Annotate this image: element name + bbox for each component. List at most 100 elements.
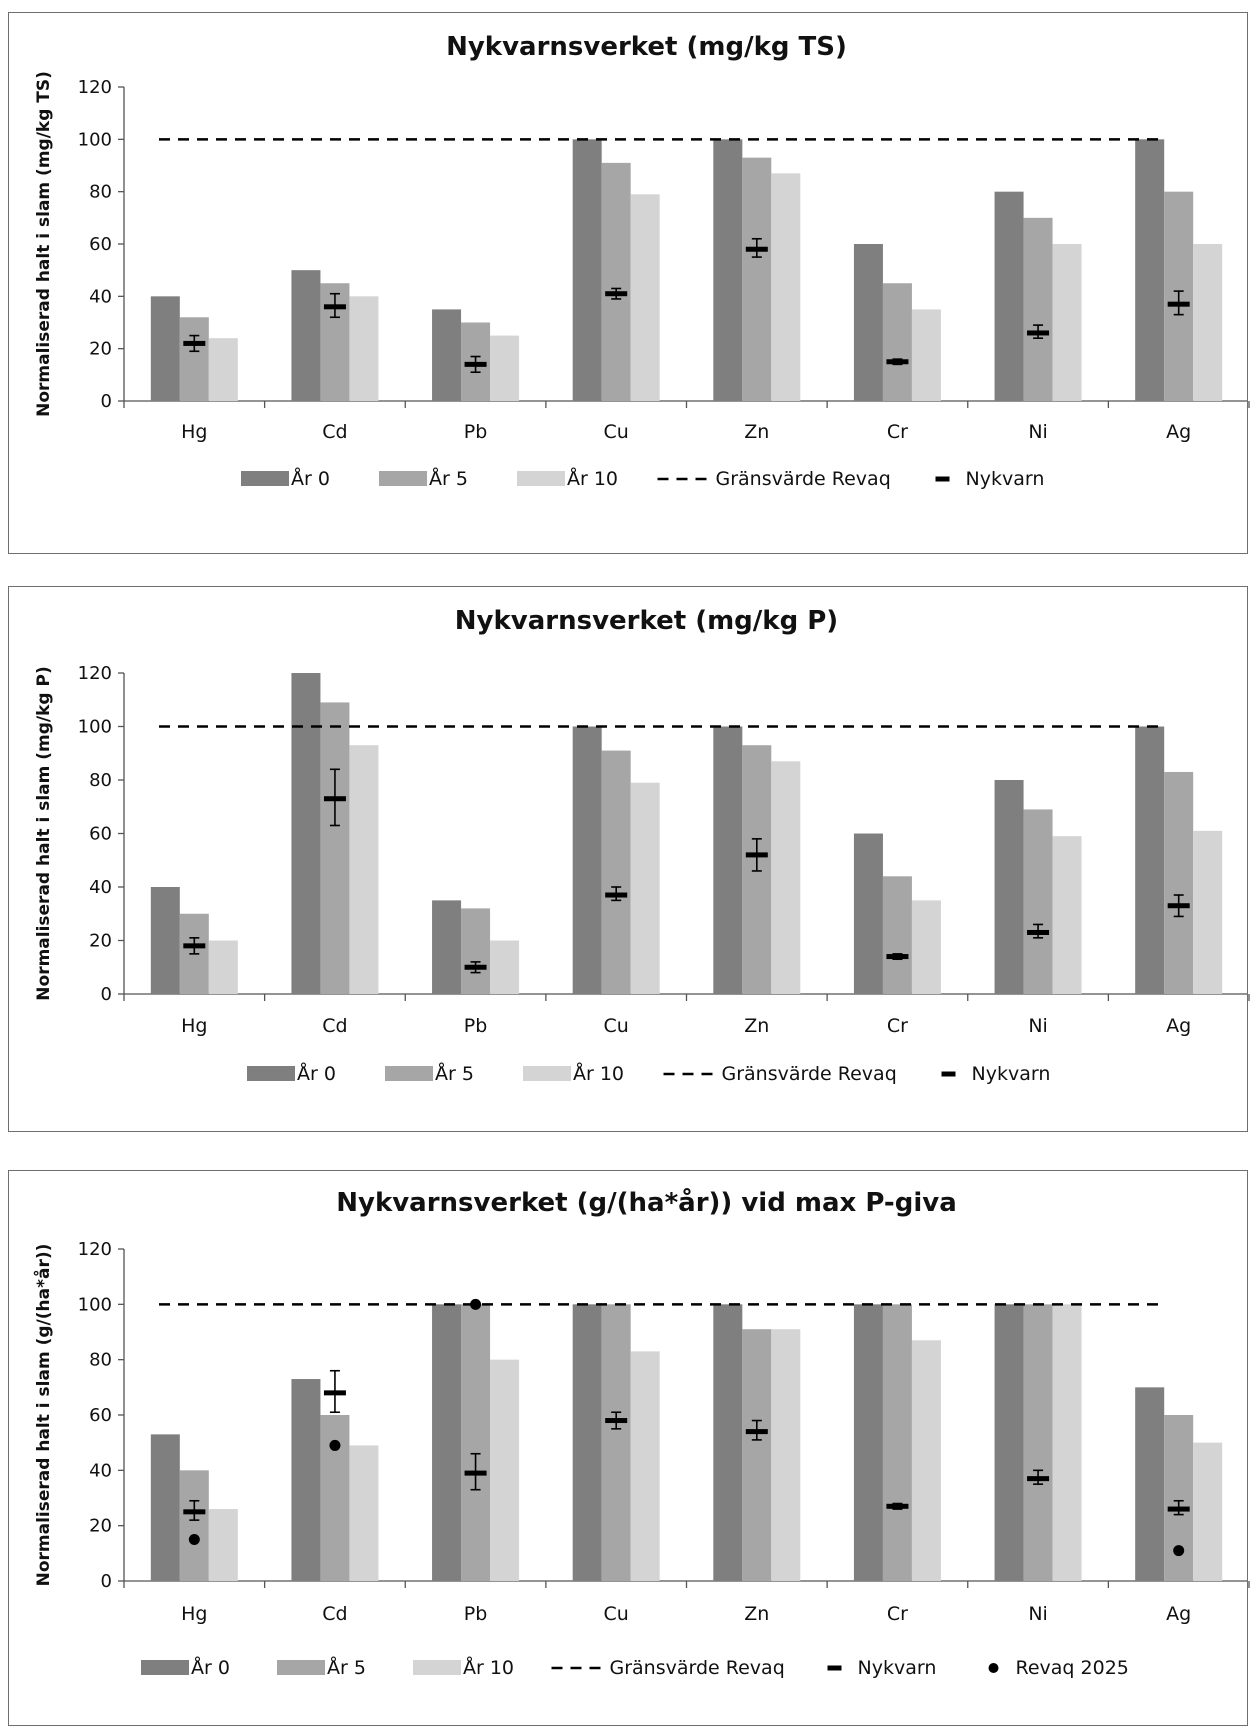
- bar-ar5-zn: [742, 157, 772, 401]
- bar-ar0-cd: [291, 1379, 321, 1581]
- bar-ar10-hg: [208, 338, 238, 401]
- x-category-label: Zn: [744, 421, 769, 443]
- bar-ar10-hg: [208, 1509, 238, 1581]
- x-category-label: Ni: [1028, 421, 1048, 443]
- bar-ar10-ni: [1052, 836, 1082, 994]
- bar-ar0-ni: [994, 780, 1024, 994]
- chart-ts: Nykvarnsverket (mg/kg TS) Normaliserad ha…: [34, 32, 1250, 490]
- legend-label-ar5: År 5: [327, 1656, 366, 1679]
- bar-ar0-cu: [572, 1304, 602, 1581]
- nykvarn-marker-cr: [886, 1503, 909, 1509]
- bar-ar5-cu: [601, 162, 631, 401]
- legend-swatch-ar0: [241, 471, 289, 486]
- bar-ar5-zn: [742, 1329, 772, 1581]
- x-category-label: Cr: [887, 1015, 908, 1037]
- legend-label-limit: Gränsvärde Revaq: [722, 1063, 897, 1085]
- bar-ar5-ni: [1023, 217, 1053, 401]
- bar-ar10-cu: [630, 1351, 660, 1581]
- nykvarn-marker-hg: [183, 1509, 206, 1515]
- bar-ar5-ag: [1164, 771, 1194, 994]
- y-tick-label: 120: [78, 663, 112, 684]
- y-tick-label: 40: [89, 877, 112, 898]
- legend-swatch-ar0: [141, 1660, 189, 1675]
- bar-ar10-pb: [490, 940, 520, 994]
- bar-ar10-cu: [630, 194, 660, 401]
- nykvarn-marker-cr: [886, 954, 909, 960]
- legend-label-ar5: År 5: [429, 467, 468, 490]
- revaq2025-marker-cd: [329, 1439, 341, 1451]
- nykvarn-marker-pb: [464, 964, 487, 970]
- bar-ar5-cd: [320, 1415, 350, 1581]
- x-category-label: Ag: [1166, 421, 1191, 443]
- bar-ar0-cd: [291, 270, 321, 401]
- y-tick-label: 60: [89, 824, 112, 845]
- y-tick-label: 40: [89, 286, 112, 307]
- legend-swatch-ar5: [379, 471, 427, 486]
- nykvarn-marker-cu: [605, 291, 628, 297]
- nykvarn-marker-ni: [1027, 1476, 1050, 1482]
- bar-ar0-cr: [853, 833, 883, 994]
- y-tick-label: 60: [89, 234, 112, 255]
- bar-ar5-cr: [882, 1304, 912, 1581]
- nykvarn-marker-hg: [183, 943, 206, 949]
- x-category-label: Cd: [322, 421, 347, 443]
- bar-ar5-cr: [882, 876, 912, 994]
- chart-ha: Nykvarnsverket (g/(ha*år)) vid max P-giv…: [32, 1186, 1250, 1679]
- bar-ar0-pb: [432, 1304, 462, 1581]
- legend-label-ar10: År 10: [573, 1062, 624, 1085]
- nykvarn-marker-zn: [745, 852, 768, 858]
- bar-ar5-cu: [601, 750, 631, 994]
- nykvarn-marker-ag: [1167, 903, 1190, 909]
- y-axis-label: Normaliserad halt i slam (mg/kg TS): [34, 71, 54, 417]
- bar-ar0-ag: [1135, 726, 1165, 994]
- y-tick-label: 100: [78, 1294, 112, 1315]
- nykvarn-marker-zn: [745, 246, 768, 252]
- x-category-label: Cu: [604, 421, 629, 443]
- y-tick-label: 80: [89, 182, 112, 203]
- x-category-label: Pb: [464, 421, 488, 443]
- nykvarn-marker-cu: [605, 1418, 628, 1424]
- legend-label-ar0: År 0: [297, 1062, 336, 1085]
- legend-label-revaq2025: Revaq 2025: [1016, 1657, 1129, 1679]
- legend-swatch-ar5: [385, 1066, 433, 1081]
- bar-ar0-hg: [150, 1434, 180, 1581]
- bar-ar10-ni: [1052, 1304, 1082, 1581]
- x-category-label: Ni: [1028, 1015, 1048, 1037]
- chart-p: Nykvarnsverket (mg/kg P) Normaliserad hal…: [34, 606, 1250, 1085]
- bar-ar10-cd: [349, 1445, 379, 1581]
- x-category-label: Cu: [604, 1603, 629, 1625]
- nykvarn-marker-zn: [745, 1429, 768, 1435]
- bar-ar0-ag: [1135, 139, 1165, 401]
- legend-swatch-revaq2025: [988, 1663, 999, 1673]
- bar-ar5-ni: [1023, 809, 1053, 994]
- nykvarn-marker-ni: [1027, 330, 1050, 336]
- y-axis-label: Normaliserad halt i slam (mg/kg P): [34, 666, 54, 1000]
- y-tick-label: 80: [89, 1350, 112, 1371]
- bar-ar10-cr: [911, 309, 941, 401]
- bar-ar5-pb: [461, 1304, 491, 1581]
- x-category-label: Zn: [744, 1603, 769, 1625]
- chart-panel-ts: Nykvarnsverket (mg/kg TS) Normaliserad ha…: [8, 12, 1250, 554]
- y-tick-label: 120: [78, 1239, 112, 1260]
- legend-label-limit: Gränsvärde Revaq: [610, 1657, 785, 1679]
- bar-ar10-cr: [911, 1340, 941, 1581]
- y-tick-label: 40: [89, 1460, 112, 1481]
- bar-ar0-zn: [713, 726, 743, 994]
- legend-swatch-nykvarn: [935, 476, 950, 482]
- bar-ar0-hg: [150, 296, 180, 401]
- chart-panel-p: Nykvarnsverket (mg/kg P) Normaliserad hal…: [8, 586, 1250, 1132]
- chart-title: Nykvarnsverket (g/(ha*år)) vid max P-giv…: [336, 1186, 957, 1218]
- bar-ar10-ag: [1193, 830, 1223, 994]
- bar-ar5-cu: [601, 1304, 631, 1581]
- bar-ar0-hg: [150, 887, 180, 994]
- bar-ar10-zn: [771, 173, 801, 401]
- legend-label-ar10: År 10: [463, 1656, 514, 1679]
- chart-title: Nykvarnsverket (mg/kg TS): [446, 32, 847, 62]
- y-tick-label: 0: [101, 391, 112, 412]
- bar-ar10-ag: [1193, 1442, 1223, 1581]
- legend-swatch-nykvarn: [941, 1071, 956, 1077]
- bar-ar0-zn: [713, 139, 743, 401]
- nykvarn-marker-cd: [323, 1390, 346, 1396]
- bar-ar10-pb: [490, 1359, 520, 1581]
- bar-ar5-cd: [320, 702, 350, 994]
